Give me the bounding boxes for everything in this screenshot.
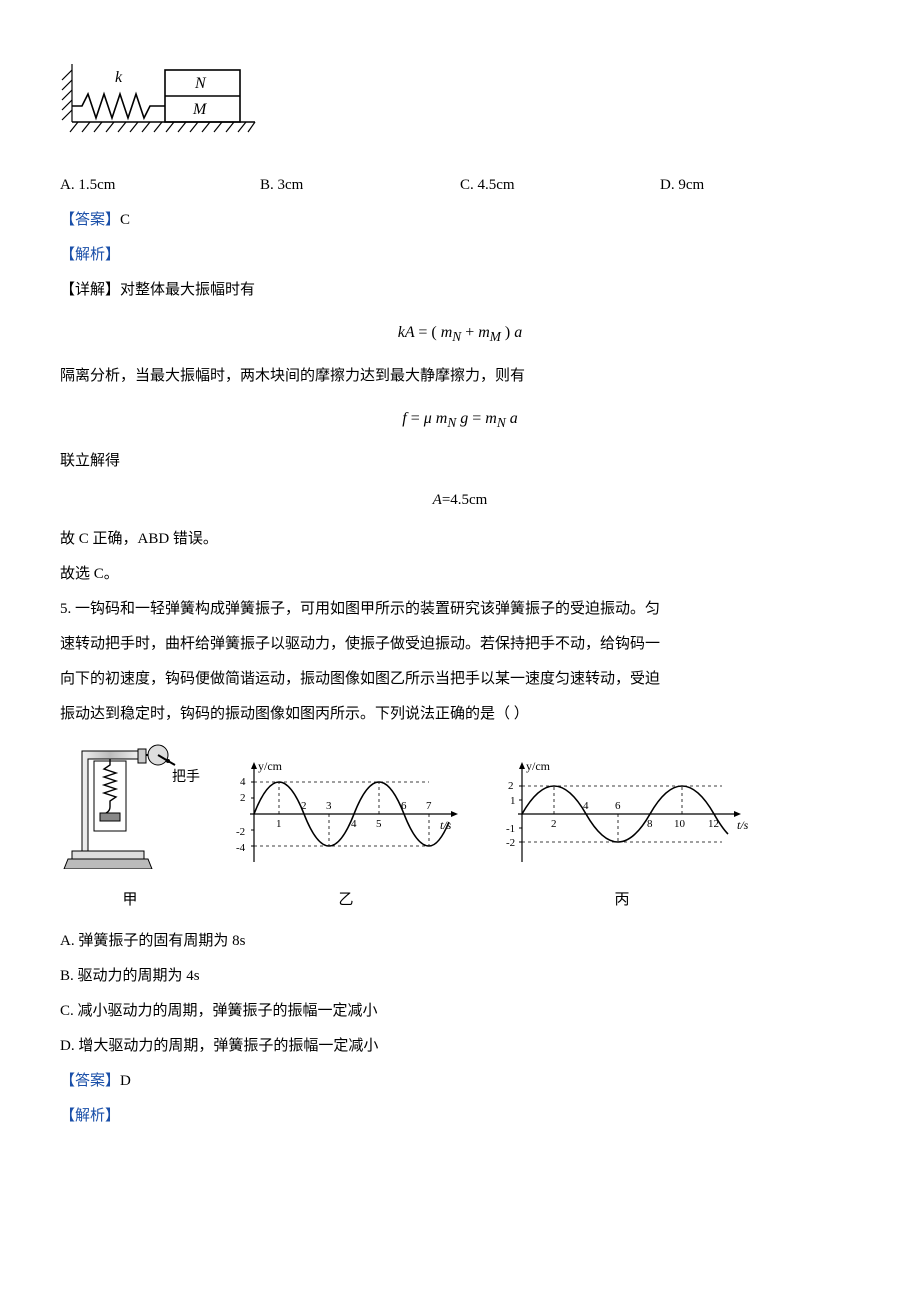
svg-text:y/cm: y/cm <box>526 759 551 773</box>
q5-option-d: D. 增大驱动力的周期，弹簧振子的振幅一定减小 <box>60 1030 860 1063</box>
fig-jia-label: 甲 <box>60 884 200 917</box>
q5-answer-line: 【答案】D <box>60 1065 860 1098</box>
q5-analysis-label: 【解析】 <box>60 1100 860 1133</box>
q4-option-b: B. 3cm <box>260 169 460 202</box>
answer-label: 【答案】 <box>60 1073 120 1089</box>
q4-options: A. 1.5cm B. 3cm C. 4.5cm D. 9cm <box>60 169 860 202</box>
svg-text:-4: -4 <box>236 842 246 854</box>
m-label: M <box>192 101 208 118</box>
fig-yi-label: 乙 <box>226 884 466 917</box>
answer-label: 【答案】 <box>60 212 120 228</box>
q4-eq3: A=4.5cm <box>60 484 860 517</box>
svg-text:-2: -2 <box>236 826 245 838</box>
svg-text:8: 8 <box>647 818 653 830</box>
svg-text:1: 1 <box>510 795 516 807</box>
q4-option-c: C. 4.5cm <box>460 169 660 202</box>
fig-bing-label: 丙 <box>492 884 752 917</box>
q4-para4: 故 C 正确，ABD 错误。 <box>60 523 860 556</box>
q4-answer-line: 【答案】C <box>60 204 860 237</box>
q4-analysis-label: 【解析】 <box>60 239 860 272</box>
q5-option-c: C. 减小驱动力的周期，弹簧振子的振幅一定减小 <box>60 995 860 1028</box>
q5-line3: 向下的初速度，钩码便做简谐运动，振动图像如图乙所示当把手以某一速度匀速转动，受迫 <box>60 663 860 696</box>
q4-eq1: kA = ( mN + mM ) a <box>60 315 860 352</box>
n-label: N <box>194 75 207 92</box>
fig-yi: y/cm t/s 4 2 -2 -4 1 2 3 4 <box>226 759 466 917</box>
q5-line1: 5. 一钩码和一轻弹簧构成弹簧振子，可用如图甲所示的装置研究该弹簧振子的受迫振动… <box>60 593 860 626</box>
svg-text:1: 1 <box>276 818 282 830</box>
q5-line4: 振动达到稳定时，钩码的振动图像如图丙所示。下列说法正确的是（ ） <box>60 698 860 731</box>
q4-answer: C <box>120 212 130 228</box>
svg-text:4: 4 <box>240 776 246 788</box>
q4-para3: 联立解得 <box>60 445 860 478</box>
q5-figures: 把手 甲 y/cm t/s 4 2 -2 -4 <box>60 741 860 917</box>
svg-text:2: 2 <box>551 818 557 830</box>
q4-detail: 【详解】对整体最大振幅时有 <box>60 274 860 307</box>
svg-text:t/s: t/s <box>737 818 749 832</box>
k-label: k <box>115 69 123 86</box>
svg-text:6: 6 <box>615 800 621 812</box>
q4-option-a: A. 1.5cm <box>60 169 260 202</box>
svg-text:5: 5 <box>376 818 382 830</box>
svg-text:7: 7 <box>426 800 432 812</box>
svg-text:2: 2 <box>508 780 514 792</box>
svg-text:-1: -1 <box>506 823 515 835</box>
svg-text:3: 3 <box>326 800 332 812</box>
svg-text:y/cm: y/cm <box>258 759 283 773</box>
fig-jia: 把手 甲 <box>60 741 200 917</box>
q4-para5: 故选 C。 <box>60 558 860 591</box>
q5-answer: D <box>120 1073 131 1089</box>
spring-block-diagram: k N M <box>60 60 860 151</box>
svg-text:-2: -2 <box>506 837 515 849</box>
svg-text:10: 10 <box>674 818 686 830</box>
q5-option-b: B. 驱动力的周期为 4s <box>60 960 860 993</box>
q5-line2: 速转动把手时，曲杆给弹簧振子以驱动力，使振子做受迫振动。若保持把手不动，给钩码一 <box>60 628 860 661</box>
handle-label: 把手 <box>172 769 200 785</box>
q5-option-a: A. 弹簧振子的固有周期为 8s <box>60 925 860 958</box>
svg-text:2: 2 <box>240 792 246 804</box>
fig-bing: y/cm t/s 2 1 -1 -2 2 4 6 8 10 <box>492 759 752 917</box>
q4-option-d: D. 9cm <box>660 169 860 202</box>
q4-para2: 隔离分析，当最大振幅时，两木块间的摩擦力达到最大静摩擦力，则有 <box>60 360 860 393</box>
q4-eq2: f = μ mN g = mN a <box>60 401 860 438</box>
